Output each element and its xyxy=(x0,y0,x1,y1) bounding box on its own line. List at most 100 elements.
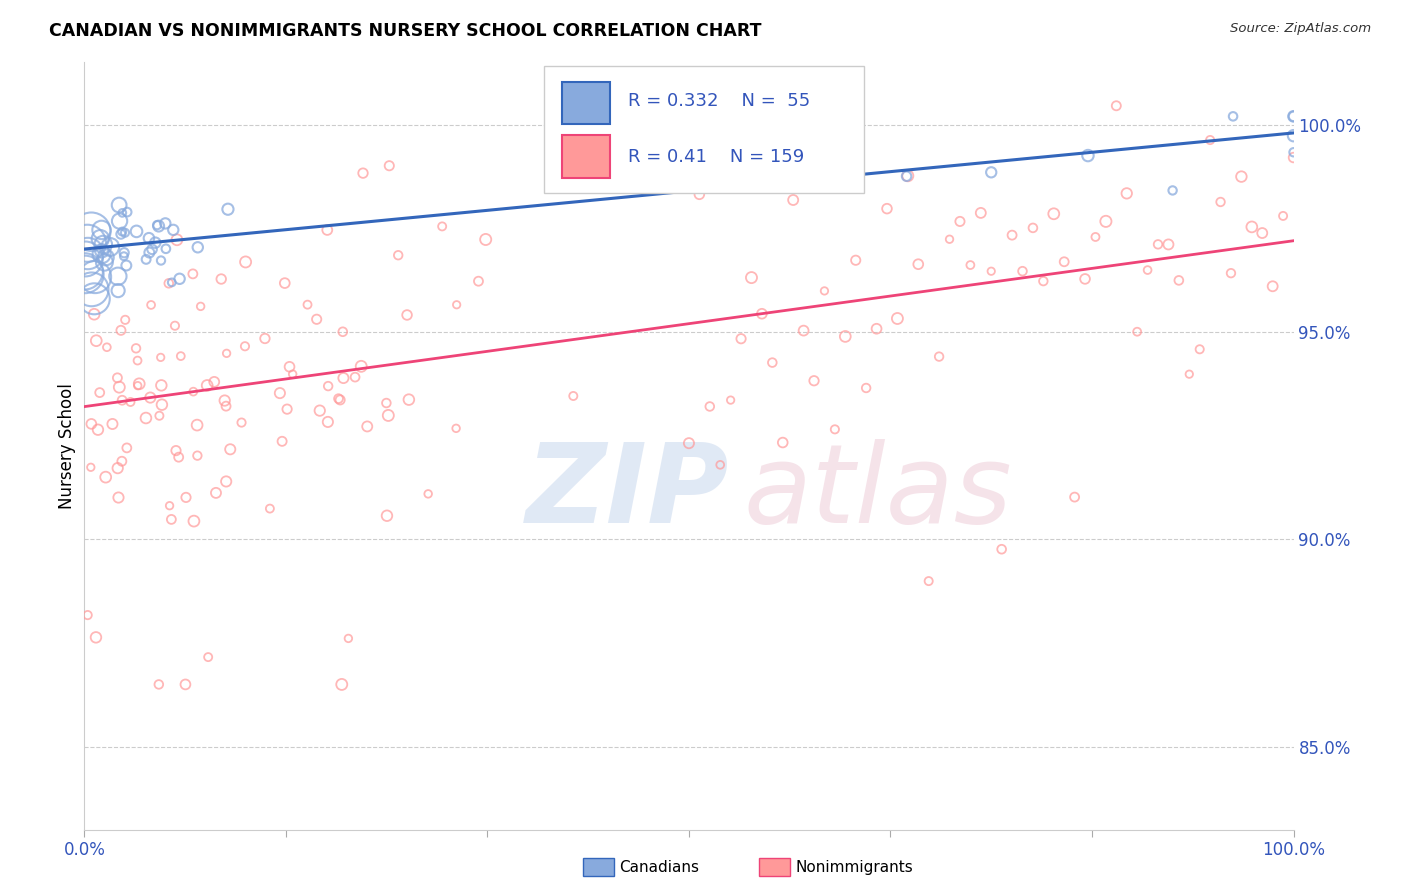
Point xyxy=(148,409,170,423)
Point xyxy=(107,284,129,298)
Point xyxy=(233,339,256,353)
Point xyxy=(80,225,103,239)
Point xyxy=(127,353,149,368)
Point xyxy=(709,458,731,472)
Point xyxy=(297,298,319,312)
Point xyxy=(990,542,1012,557)
Point xyxy=(215,475,238,489)
Point xyxy=(332,371,354,385)
Point xyxy=(907,257,929,271)
Point xyxy=(1199,133,1222,147)
Point xyxy=(77,246,100,260)
Point xyxy=(110,323,132,337)
Point xyxy=(1105,99,1128,113)
Point xyxy=(90,244,112,258)
Point xyxy=(803,374,825,388)
Point xyxy=(1282,145,1305,160)
Point xyxy=(125,341,148,355)
Point xyxy=(93,255,115,269)
Point xyxy=(215,346,238,360)
Point xyxy=(170,349,193,363)
Point xyxy=(108,214,131,228)
Point xyxy=(430,219,453,234)
Point xyxy=(139,298,162,312)
Point xyxy=(120,395,142,409)
Point xyxy=(181,384,204,399)
Point xyxy=(1063,490,1085,504)
Point xyxy=(980,264,1002,278)
Text: atlas: atlas xyxy=(744,439,1012,546)
Point xyxy=(813,284,835,298)
Point xyxy=(155,216,177,230)
Point xyxy=(114,313,136,327)
Point xyxy=(141,242,163,256)
Point xyxy=(793,324,815,338)
Point xyxy=(89,232,111,246)
Point xyxy=(219,442,242,457)
Point xyxy=(1001,228,1024,243)
Point xyxy=(94,470,117,484)
Point xyxy=(398,392,420,407)
Point xyxy=(138,245,160,260)
Point xyxy=(101,417,124,431)
Point xyxy=(1077,148,1099,162)
Text: Nonimmigrants: Nonimmigrants xyxy=(796,860,914,874)
Point xyxy=(195,378,218,392)
Point xyxy=(337,632,360,646)
Point xyxy=(271,434,294,449)
Point xyxy=(876,202,898,216)
Point xyxy=(96,340,118,354)
Point xyxy=(316,223,339,237)
Point xyxy=(375,508,398,523)
Point xyxy=(115,205,138,219)
Point xyxy=(84,631,107,645)
Point xyxy=(1282,109,1305,123)
Point xyxy=(94,251,117,265)
Point xyxy=(150,253,173,268)
Point xyxy=(1261,279,1284,293)
Point xyxy=(678,436,700,450)
Point xyxy=(1032,274,1054,288)
Point xyxy=(377,409,399,423)
Point xyxy=(187,240,209,254)
Point xyxy=(108,198,131,212)
Point xyxy=(1136,263,1159,277)
Point xyxy=(139,391,162,405)
Point xyxy=(980,165,1002,179)
Point xyxy=(91,237,114,252)
Point xyxy=(73,268,96,282)
Point xyxy=(446,298,468,312)
Point xyxy=(344,370,367,384)
Point xyxy=(562,389,585,403)
Point xyxy=(80,282,103,296)
Point xyxy=(111,225,134,239)
Point xyxy=(183,514,205,528)
Point xyxy=(202,375,225,389)
Point xyxy=(305,312,328,326)
Point xyxy=(215,399,238,413)
Point xyxy=(1188,343,1211,357)
Point xyxy=(699,400,721,414)
Point xyxy=(107,491,129,505)
Point xyxy=(845,253,868,268)
Point xyxy=(949,214,972,228)
Point xyxy=(205,486,228,500)
Point xyxy=(159,499,181,513)
Point xyxy=(396,308,419,322)
Point xyxy=(378,159,401,173)
Text: R = 0.332    N =  55: R = 0.332 N = 55 xyxy=(628,92,811,110)
Point xyxy=(352,166,374,180)
Point xyxy=(162,223,184,237)
Point xyxy=(855,381,877,395)
Point xyxy=(190,299,212,313)
Point xyxy=(281,367,304,381)
Point xyxy=(107,461,129,475)
Point xyxy=(138,231,160,245)
Point xyxy=(143,235,166,250)
Text: Canadians: Canadians xyxy=(619,860,699,874)
Point xyxy=(702,151,724,165)
Point xyxy=(174,491,197,505)
Point xyxy=(865,322,887,336)
Point xyxy=(148,677,170,691)
Point xyxy=(217,202,239,217)
